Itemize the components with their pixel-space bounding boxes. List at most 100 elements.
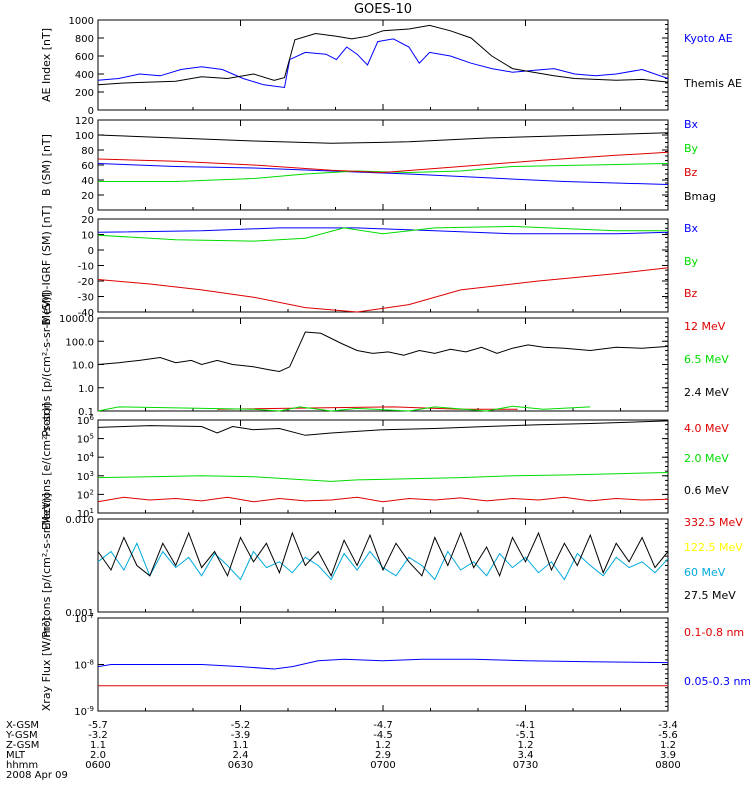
legend-entry: Bz — [684, 166, 698, 179]
y-tick-label: 600 — [75, 52, 94, 63]
legend-entry: Kyoto AE — [684, 32, 733, 45]
series-line-0-05-0-3-nm — [97, 658, 669, 670]
y-tick-label: 104 — [77, 451, 95, 464]
panel-frame — [97, 218, 669, 313]
x-axis-value-time: 0630 — [228, 760, 253, 771]
panel-frame — [97, 317, 669, 412]
footer-row-label: X-GSM — [6, 720, 39, 731]
x-axis-value-ygsm: -3.9 — [231, 730, 251, 741]
y-tick-label: 0 — [88, 246, 94, 257]
series-line-by — [97, 225, 668, 242]
y-axis-label: Protons [p/(cm²-s-sr-MeV)] — [40, 493, 53, 638]
y-tick-label: 40 — [81, 176, 94, 187]
y-tick-label: 10-8 — [74, 659, 94, 672]
y-tick-label: 120 — [75, 116, 94, 127]
legend-entry: Bmag — [684, 190, 716, 203]
panel-4: 0.1 1.0 10.0 100.0 1000.0 Protons [p/(cm²-s-s… — [40, 292, 729, 437]
series-line-kyoto-ae — [97, 38, 669, 89]
x-axis-value-mlt: 3.9 — [660, 750, 676, 761]
y-tick-label: 1.0 — [78, 384, 94, 395]
y-tick-label: 1000.0 — [59, 314, 94, 325]
y-tick-label: 106 — [77, 414, 95, 427]
x-axis-value-xgsm: -5.2 — [231, 720, 251, 731]
series-line-2-0-mev — [97, 472, 669, 482]
series-line-2-4-mev — [97, 331, 669, 373]
legend-entry: 60 MeV — [684, 566, 726, 579]
panel-2: 0 20 40 60 80 100 120 B (SM) [nT] Bx By Bz Bmag — [40, 116, 716, 217]
legend-entry: Bx — [684, 118, 699, 131]
y-axis-label: B (SM)-IGRF (SM) [nT] — [40, 205, 53, 325]
footer-row-label: Z-GSM — [6, 740, 39, 751]
legend-entry: Themis AE — [683, 77, 742, 90]
x-axis-value-time: 0730 — [513, 760, 538, 771]
series-line-4-0-mev — [97, 496, 669, 503]
x-axis-value-zgsm: 1.1 — [233, 740, 249, 751]
y-tick-label: 20 — [81, 191, 94, 202]
x-axis-value-xgsm: -5.7 — [88, 720, 108, 731]
footer-row-label: hhmm — [6, 760, 38, 771]
legend-entry: By — [684, 142, 699, 155]
x-axis-value-time: 0700 — [370, 760, 395, 771]
legend-entry: 0.6 MeV — [684, 484, 729, 497]
y-axis-label: B (SM) [nT] — [40, 134, 53, 196]
series-line-27-5-mev — [97, 531, 669, 578]
panel-frame — [97, 518, 669, 613]
x-axis-value-mlt: 3.4 — [518, 750, 534, 761]
legend-entry: 122.5 MeV — [684, 541, 743, 554]
x-axis-value-time: 0800 — [655, 760, 680, 771]
panel-1: 0 200 400 600 800 1000 AE Index [nT] Kyoto AE Th… — [40, 16, 742, 117]
panel-6: 0.001 0.010 Protons [p/(cm²-s-sr-MeV)] 332.… — [40, 493, 743, 638]
x-axis-value-zgsm: 1.2 — [660, 740, 676, 751]
y-tick-label: 103 — [77, 470, 94, 483]
series-line-60-mev — [97, 542, 669, 581]
y-axis-label: AE Index [nT] — [40, 28, 53, 102]
legend-entry: 27.5 MeV — [684, 589, 736, 602]
legend-entry: Bz — [684, 287, 698, 300]
x-axis-value-ygsm: -5.6 — [658, 730, 678, 741]
x-axis-value-zgsm: 1.2 — [375, 740, 391, 751]
x-axis-value-ygsm: -5.1 — [516, 730, 536, 741]
footer-date: 2008 Apr 09 — [6, 770, 68, 781]
y-tick-label: 100.0 — [65, 337, 94, 348]
series-line-bx — [97, 163, 669, 185]
y-tick-label: 400 — [75, 70, 94, 81]
y-tick-label: 800 — [75, 34, 94, 45]
y-tick-label: 20 — [81, 215, 94, 226]
footer-row-label: Y-GSM — [5, 730, 38, 741]
legend-entry: 2.4 MeV — [684, 386, 729, 399]
chart-title: GOES-10 — [354, 2, 412, 17]
y-tick-label: 10-7 — [74, 612, 94, 625]
y-tick-label: -30 — [78, 293, 94, 304]
x-axis-value-xgsm: -4.7 — [373, 720, 393, 731]
y-tick-label: 60 — [81, 161, 94, 172]
series-line-bz — [97, 151, 669, 174]
legend-entry: Bx — [684, 222, 699, 235]
x-axis-value-mlt: 2.0 — [90, 750, 106, 761]
legend-entry: By — [684, 255, 699, 268]
y-tick-label: 10 — [81, 231, 94, 242]
legend-entry: 6.5 MeV — [684, 353, 729, 366]
series-line-bz — [97, 267, 669, 313]
x-axis-value-ygsm: -3.2 — [88, 730, 108, 741]
legend-entry: 0.05-0.3 nm — [684, 675, 750, 688]
x-axis-value-mlt: 2.4 — [233, 750, 249, 761]
y-tick-label: 0 — [88, 106, 94, 117]
y-tick-label: -40 — [78, 308, 94, 319]
y-axis-label: Xray Flux [W/m²] — [40, 618, 53, 711]
x-axis-value-mlt: 2.9 — [375, 750, 391, 761]
x-axis-value-xgsm: -4.1 — [516, 720, 536, 731]
x-axis-value-ygsm: -4.5 — [373, 730, 393, 741]
y-tick-label: 105 — [77, 433, 94, 446]
x-axis-value-zgsm: 1.1 — [90, 740, 106, 751]
legend-entry: 0.1-0.8 nm — [684, 626, 744, 639]
legend-entry: 332.5 MeV — [684, 516, 743, 529]
y-axis-label: Electrons [e/(cm²-s-sr)] — [40, 403, 53, 530]
y-tick-label: -10 — [78, 262, 94, 273]
y-tick-label: 0.010 — [65, 515, 94, 526]
legend-entry: 4.0 MeV — [684, 422, 729, 435]
y-tick-label: 0.001 — [65, 608, 94, 619]
